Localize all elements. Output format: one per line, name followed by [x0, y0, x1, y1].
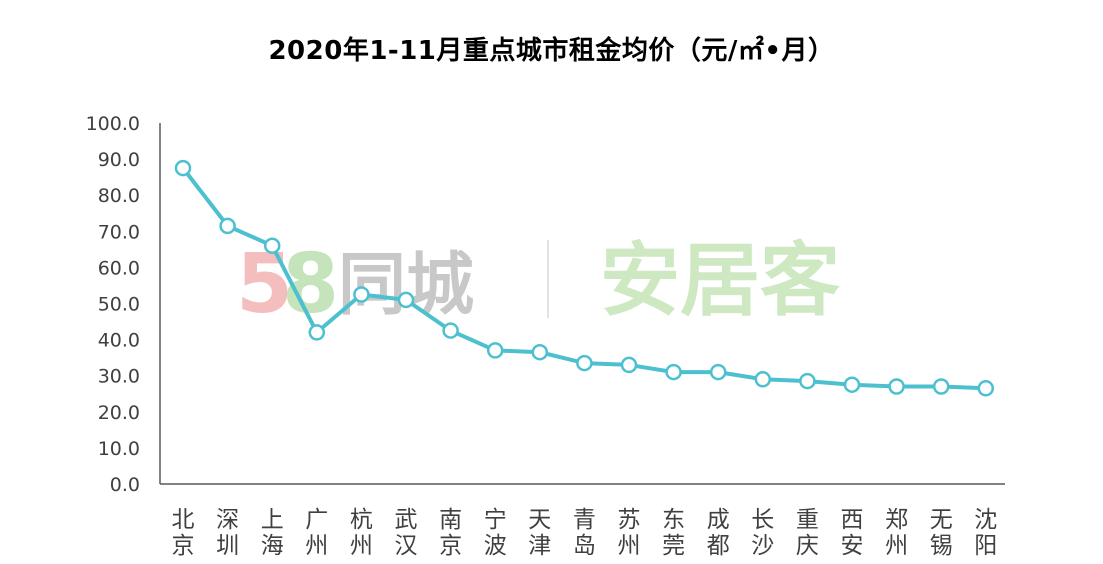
- x-category-label: 南京: [439, 507, 462, 559]
- x-category-label: 东莞: [662, 507, 685, 559]
- data-point-marker: [442, 322, 459, 339]
- y-tick-label: 0.0: [110, 474, 140, 496]
- x-category-label: 杭州: [350, 507, 373, 559]
- y-tick-label: 60.0: [98, 257, 140, 279]
- watermark-anjuke-text: 安居客: [600, 234, 840, 327]
- watermark-58-anjuke: 5 8 同城 安居客: [236, 234, 840, 332]
- data-point-marker: [486, 342, 504, 359]
- data-point-marker: [531, 343, 549, 361]
- data-point-marker: [799, 372, 816, 390]
- y-tick-label: 100.0: [86, 113, 140, 135]
- watermark-tongcheng-text: 同城: [338, 246, 474, 325]
- y-axis-ticks: 0.0 10.0 20.0 30.0 40.0 50.0 60.0 70.0 80.0 90.0 1…: [86, 113, 140, 496]
- chart-title: 2020年1-11月重点城市租金均价（元/㎡•月）: [268, 36, 835, 66]
- y-tick-label: 20.0: [98, 402, 140, 424]
- y-tick-label: 40.0: [98, 330, 140, 352]
- data-point-marker: [263, 237, 281, 254]
- data-point-marker: [174, 159, 192, 177]
- series-markers: [174, 159, 995, 397]
- x-category-label: 长沙: [751, 507, 774, 559]
- data-point-marker: [620, 356, 638, 374]
- x-category-label: 重庆: [796, 507, 819, 559]
- x-category-label: 郑州: [885, 507, 908, 559]
- data-point-marker: [576, 354, 593, 372]
- data-point-marker: [709, 363, 727, 381]
- data-point-marker: [665, 363, 682, 381]
- x-category-label: 青岛: [573, 507, 596, 559]
- x-category-label: 沈阳: [974, 507, 997, 559]
- x-category-label: 天津: [528, 507, 551, 559]
- data-point-marker: [308, 324, 326, 341]
- data-point-marker: [353, 286, 370, 303]
- x-category-label: 宁波: [484, 507, 507, 559]
- x-category-label: 成都: [707, 507, 730, 559]
- y-tick-label: 10.0: [98, 438, 140, 460]
- x-category-label: 深圳: [216, 507, 239, 559]
- x-category-label: 无锡: [930, 507, 953, 559]
- data-point-marker: [932, 378, 950, 395]
- x-category-label: 武汉: [395, 507, 418, 559]
- data-point-marker: [977, 380, 995, 397]
- x-category-label: 上海: [261, 507, 284, 559]
- x-category-label: 苏州: [618, 507, 641, 559]
- x-category-label: 北京: [172, 507, 195, 559]
- x-category-label: 广州: [305, 507, 328, 559]
- x-category-label: 西安: [841, 507, 864, 559]
- y-tick-label: 50.0: [98, 294, 140, 316]
- data-point-marker: [397, 291, 415, 309]
- data-point-marker: [888, 378, 905, 395]
- data-point-marker: [843, 376, 861, 393]
- y-tick-label: 70.0: [98, 221, 140, 243]
- watermark-logo-five: 5: [236, 237, 293, 332]
- data-point-marker: [754, 371, 772, 388]
- y-tick-label: 90.0: [98, 149, 140, 171]
- y-tick-label: 30.0: [98, 366, 140, 388]
- y-tick-label: 80.0: [98, 185, 140, 207]
- data-point-marker: [219, 217, 236, 235]
